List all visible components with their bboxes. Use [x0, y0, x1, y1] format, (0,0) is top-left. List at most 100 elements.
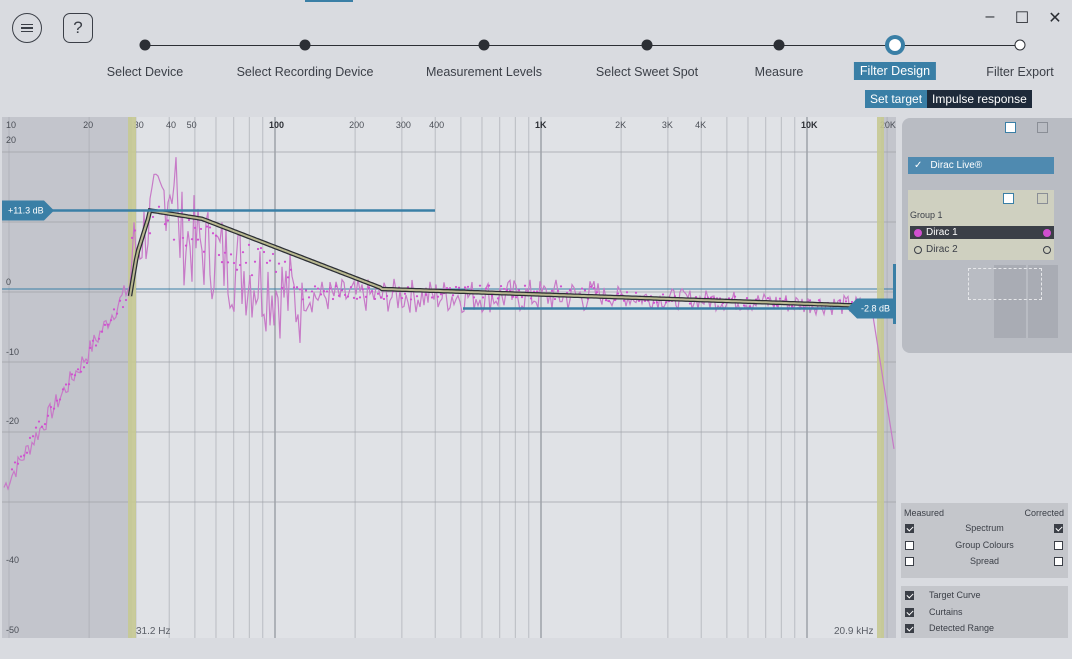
corrected-spectrum-point	[118, 299, 122, 302]
corrected-spectrum-point	[445, 287, 449, 290]
corrected-spectrum-point	[568, 289, 572, 292]
corrected-spectrum-point	[457, 286, 461, 289]
left-gain-handle[interactable]	[2, 200, 54, 221]
corrected-spectrum-point	[616, 292, 620, 295]
overlay-checkbox[interactable]	[905, 624, 914, 633]
overlay-checkbox[interactable]	[905, 607, 914, 617]
step-label[interactable]: Select Recording Device	[236, 65, 374, 79]
step-dot[interactable]	[139, 39, 151, 51]
tab-set-target[interactable]: Set target	[865, 90, 928, 108]
right-gain-handle[interactable]	[847, 298, 896, 319]
corrected-spectrum-point	[346, 295, 350, 298]
channel-toggle-dot[interactable]	[1043, 229, 1051, 237]
link-icon[interactable]	[1005, 122, 1016, 133]
corrected-spectrum-point	[454, 285, 458, 289]
corrected-spectrum-point	[199, 227, 203, 231]
step-dot[interactable]	[773, 39, 785, 51]
step-label[interactable]: Filter Export	[986, 65, 1054, 79]
corrected-spectrum-point	[88, 346, 92, 349]
x-tick-label: 40	[166, 120, 176, 130]
corrected-spectrum-point	[163, 223, 167, 226]
corrected-spectrum-point	[376, 292, 380, 295]
minimize-button[interactable]: –	[985, 8, 995, 25]
channel-toggle-dot[interactable]	[1043, 246, 1051, 254]
overlay-checkbox[interactable]	[905, 591, 914, 600]
corrected-checkbox[interactable]	[1054, 540, 1063, 550]
corrected-spectrum-point	[64, 383, 68, 386]
corrected-checkbox[interactable]	[1054, 524, 1063, 533]
step-dot[interactable]	[1014, 39, 1026, 51]
channel-item[interactable]: Dirac 2	[910, 243, 1054, 256]
high-curtain-handle[interactable]	[877, 117, 884, 638]
corrected-spectrum-point	[100, 330, 104, 333]
step-dot[interactable]	[886, 36, 904, 54]
help-button[interactable]: ?	[63, 13, 93, 43]
step-dot[interactable]	[478, 39, 490, 51]
corrected-spectrum-point	[331, 297, 335, 301]
corrected-spectrum-point	[370, 289, 374, 293]
corrected-spectrum-point	[451, 294, 455, 297]
y-tick-label: 0	[6, 277, 11, 287]
low-curtain-handle[interactable]	[128, 117, 136, 638]
corrected-spectrum-point	[304, 289, 308, 292]
drop-zone-column	[994, 265, 1026, 338]
step-label[interactable]: Select Device	[106, 65, 184, 79]
corrected-spectrum-point	[37, 420, 41, 423]
corrected-spectrum-point	[232, 261, 236, 265]
step-label[interactable]: Measurement Levels	[425, 65, 543, 79]
drop-target[interactable]	[968, 268, 1042, 300]
step-label[interactable]: Filter Design	[853, 62, 937, 80]
corrected-spectrum-point	[472, 296, 476, 299]
plot-canvas[interactable]: 10 20 30 40 50 100 200 300 400 1K 2K 3K 4K 10K 20K200-…	[2, 117, 896, 638]
corrected-spectrum-point	[229, 253, 233, 256]
corrected-spectrum-point	[415, 295, 419, 298]
corrected-spectrum-point	[439, 293, 443, 296]
corrected-spectrum-point	[268, 259, 272, 262]
x-tick-label: 1K	[535, 120, 547, 130]
frequency-response-plot[interactable]: 10 20 30 40 50 100 200 300 400 1K 2K 3K 4K 10K 20K 20 0-…	[2, 117, 896, 638]
channel-color-dot	[914, 229, 922, 237]
step-dot[interactable]	[641, 39, 653, 51]
corrected-spectrum-point	[172, 238, 176, 241]
corrected-spectrum-point	[76, 368, 80, 371]
corrected-spectrum-point	[535, 290, 539, 293]
close-button[interactable]: ✕	[1048, 10, 1062, 27]
tab-impulse-response[interactable]: Impulse response	[927, 90, 1032, 108]
check-icon: ✓	[914, 160, 923, 171]
corrected-spectrum-point	[166, 219, 170, 222]
corrected-spectrum-point	[34, 426, 38, 429]
menu-button[interactable]	[12, 13, 42, 43]
corrected-spectrum-point	[664, 301, 668, 304]
x-tick-label: 10K	[801, 120, 818, 130]
corrected-spectrum-point	[343, 293, 347, 297]
corrected-spectrum-point	[502, 287, 506, 291]
step-label[interactable]: Select Sweet Spot	[595, 65, 699, 79]
step-label[interactable]: Measure	[754, 65, 804, 79]
corrected-spectrum-point	[466, 285, 470, 288]
corrected-spectrum-point	[604, 299, 608, 302]
corrected-checkbox[interactable]	[1054, 557, 1063, 566]
corrected-spectrum-point	[295, 286, 299, 289]
corrected-spectrum-point	[481, 296, 485, 299]
corrected-spectrum-point	[778, 297, 782, 300]
corrected-spectrum-point	[151, 215, 155, 219]
group-link-icon[interactable]	[1003, 193, 1014, 204]
corrected-spectrum-point	[52, 407, 56, 410]
measured-checkbox[interactable]	[905, 557, 914, 566]
maximize-button[interactable]: ☐	[1014, 10, 1030, 27]
step-dot[interactable]	[299, 39, 311, 51]
corrected-spectrum-point	[31, 435, 35, 438]
measured-checkbox[interactable]	[905, 540, 914, 550]
x-tick-label: 200	[349, 120, 364, 130]
corrected-spectrum-point	[133, 229, 137, 232]
channel-item[interactable]: Dirac 1	[910, 226, 1054, 239]
target-curve[interactable]	[129, 209, 883, 308]
dirac-live-item[interactable]: ✓ Dirac Live®	[908, 157, 1054, 174]
group-settings-icon[interactable]	[1037, 193, 1048, 204]
y-tick-label: -20	[6, 416, 19, 426]
settings-icon[interactable]	[1037, 122, 1048, 133]
corrected-spectrum-point	[106, 323, 110, 326]
corrected-spectrum-point	[328, 287, 332, 290]
measured-checkbox[interactable]	[905, 524, 914, 533]
corrected-spectrum-point	[196, 238, 200, 241]
